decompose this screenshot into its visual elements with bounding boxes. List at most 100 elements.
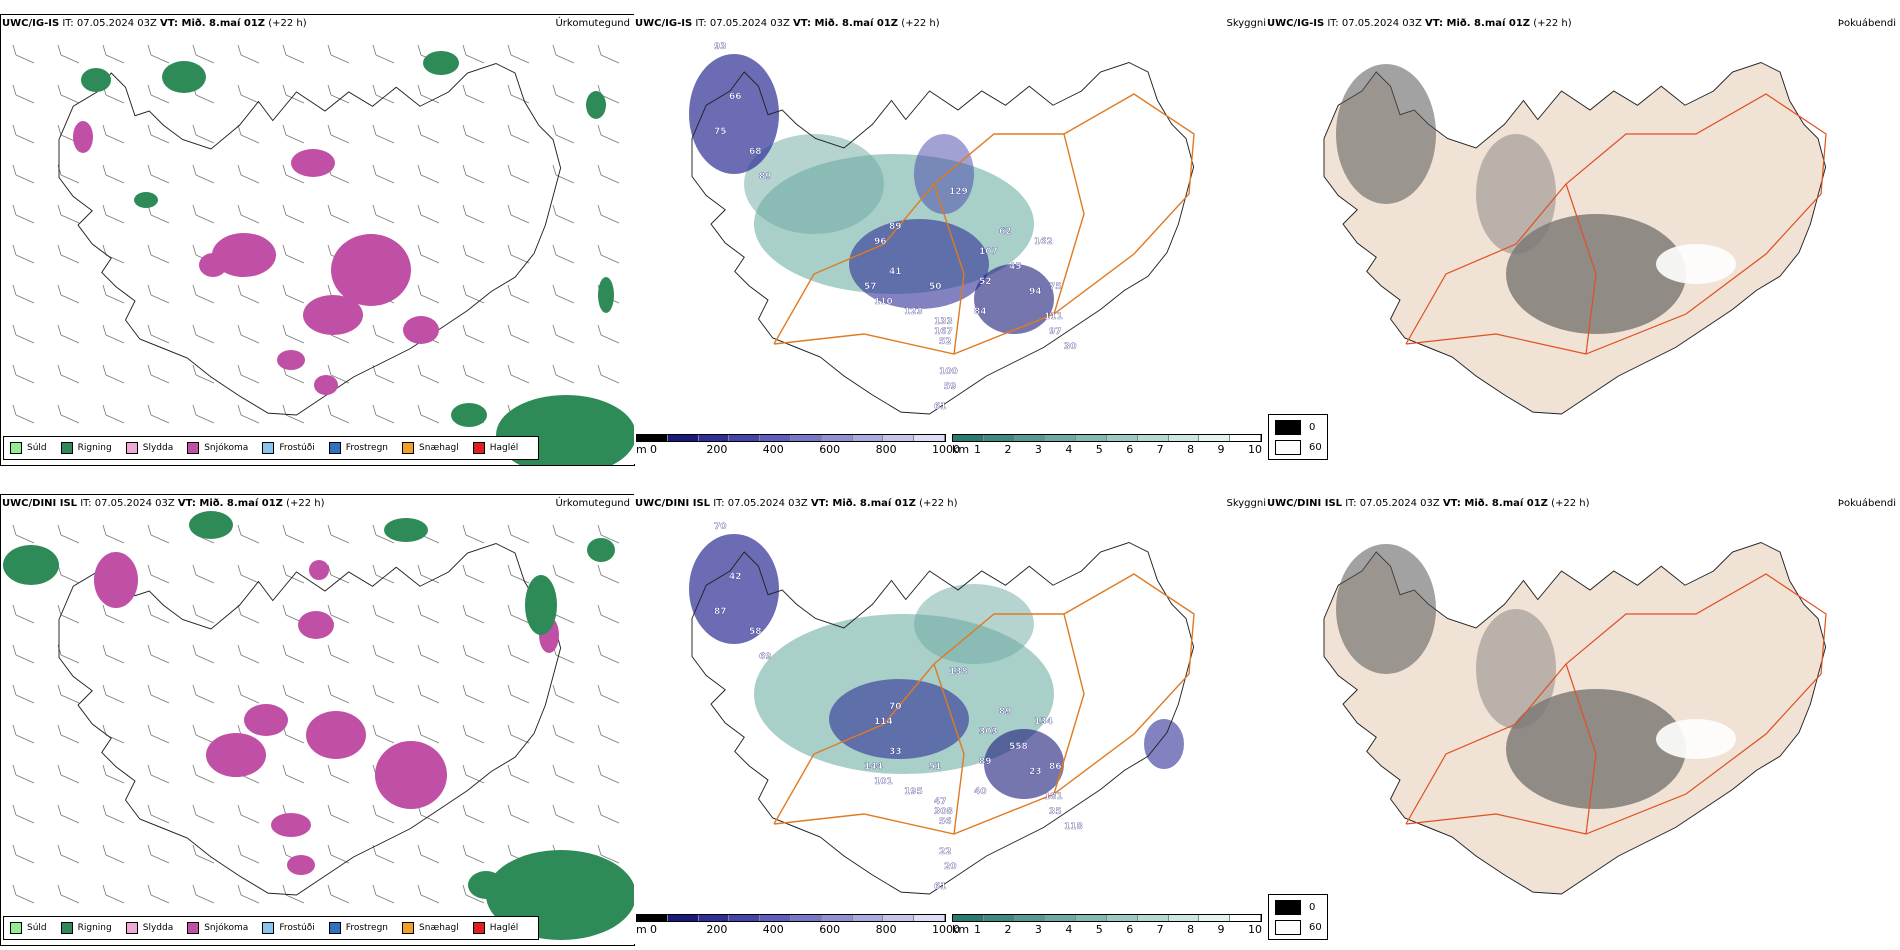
wind-barb [102,684,125,704]
legend-label: Haglél [489,443,519,453]
wind-barb [552,204,575,224]
wind-barb [102,644,125,664]
colorbar-tick: 0 [650,443,657,456]
wind-barb [147,124,170,144]
wind-barb [147,44,170,64]
wind-barb [12,804,35,824]
colorbar-tick: 1 [974,443,981,456]
wind-barb [147,884,170,904]
colorbar-segment [983,435,1015,441]
wind-barb [462,684,485,704]
valid-time-label: VT: [160,18,179,29]
precip-type-map-panel: UWC/DINI ISL IT: 07.05.2024 03Z VT: Mið.… [0,494,635,946]
wind-barb [237,164,260,184]
wind-barb [417,884,440,904]
panel-header: UWC/DINI ISL IT: 07.05.2024 03Z VT: Mið.… [2,498,325,509]
wind-barb [147,804,170,824]
cloud-value-label: 41 [889,267,902,277]
cloud-value-label: 144 [864,762,883,772]
wind-barb [57,404,80,424]
wind-barb [147,164,170,184]
wind-barb [507,44,530,64]
legend-item: Snjókoma [187,922,248,934]
cloud-value-label: 195 [904,787,923,797]
legend-swatch [60,442,73,454]
wind-barb [192,884,215,904]
wind-barb [102,44,125,64]
lead-time: (+22 h) [915,498,958,509]
precip-type-map-panel: UWC/IG-IS IT: 07.05.2024 03Z VT: Mið. 8.… [0,14,635,466]
colorbar-tick: 10 [1248,443,1262,456]
cloud-value-label: 87 [714,607,727,617]
wind-barb [507,764,530,784]
colorbar-segment [1168,435,1200,441]
colorbar-segment [667,435,699,441]
wind-barb [57,684,80,704]
valid-time-label: VT: [810,498,829,509]
precip-map [3,511,634,940]
wind-barb [147,644,170,664]
colorbar-tick: 3 [1034,443,1042,456]
wind-barb [57,604,80,624]
wind-barb [237,644,260,664]
wind-barb [417,404,440,424]
legend-swatch [402,442,415,454]
snow-areas [94,552,559,875]
legend-label: Haglél [489,923,519,933]
legend-item: Frostregn [328,922,388,934]
wind-barb [372,364,395,384]
wind-barb [507,604,530,624]
legend-label: Rigning [77,443,112,453]
wind-barb [417,564,440,584]
cloud-map: 93 66 75 68 89 57 110 123 41 50 133 52 107 45 52 75 94 11… [689,42,1195,415]
wind-barb [12,284,35,304]
model-name: UWC/DINI ISL [2,498,78,509]
colorbar-tick: 8 [1187,923,1195,936]
colorbar-segment [852,915,884,921]
wind-barb [327,884,350,904]
fog-legend-min: 0 [1309,902,1316,913]
model-name: UWC/IG-IS [1267,18,1325,29]
legend-swatch [10,922,22,934]
wind-barb [372,324,395,344]
legend-swatch [472,442,485,454]
wind-barb [12,764,35,784]
colorbar-segment [1137,915,1169,921]
wind-barb [12,844,35,864]
wind-barb [417,204,440,224]
colorbar-tick: 7 [1156,923,1164,936]
wind-barb [192,644,215,664]
panel-header: UWC/IG-IS IT: 07.05.2024 03Z VT: Mið. 8.… [635,18,940,29]
valid-time-label: VT: [177,498,196,509]
wind-barb [12,684,35,704]
iceland-coastline [691,61,1195,415]
wind-barb [147,404,170,424]
cloud-value-label: 52 [979,277,992,287]
wind-barb [327,404,350,424]
wind-barb [417,284,440,304]
colorbar-segment [1137,435,1169,441]
wind-barb [462,284,485,304]
legend-label: Snæhagl [419,923,459,933]
wind-barb [12,404,35,424]
wind-barb [597,564,620,584]
cloud-value-label: 308 [934,807,953,817]
lead-time: (+22 h) [898,18,940,29]
road-network [773,93,1195,355]
fog-map-panel: UWC/IG-IS IT: 07.05.2024 03Z VT: Mið. 8.… [1266,14,1900,464]
panel-header: UWC/IG-IS IT: 07.05.2024 03Z VT: Mið. 8.… [1267,18,1572,29]
cloud-value-label: 61 [934,882,947,892]
panel-title: Skyggni [1226,498,1266,509]
wind-barb [12,44,35,64]
wind-barb [462,564,485,584]
colorbar-segment [983,915,1015,921]
wind-barb [147,284,170,304]
road-network [773,573,1195,835]
wind-barb [57,164,80,184]
wind-barb [372,404,395,424]
wind-barb [462,764,485,784]
colorbar-segment [1199,435,1231,441]
wind-barb [282,164,305,184]
panel-title: Úrkomutegund [555,18,630,29]
fog-map [1323,61,1827,415]
